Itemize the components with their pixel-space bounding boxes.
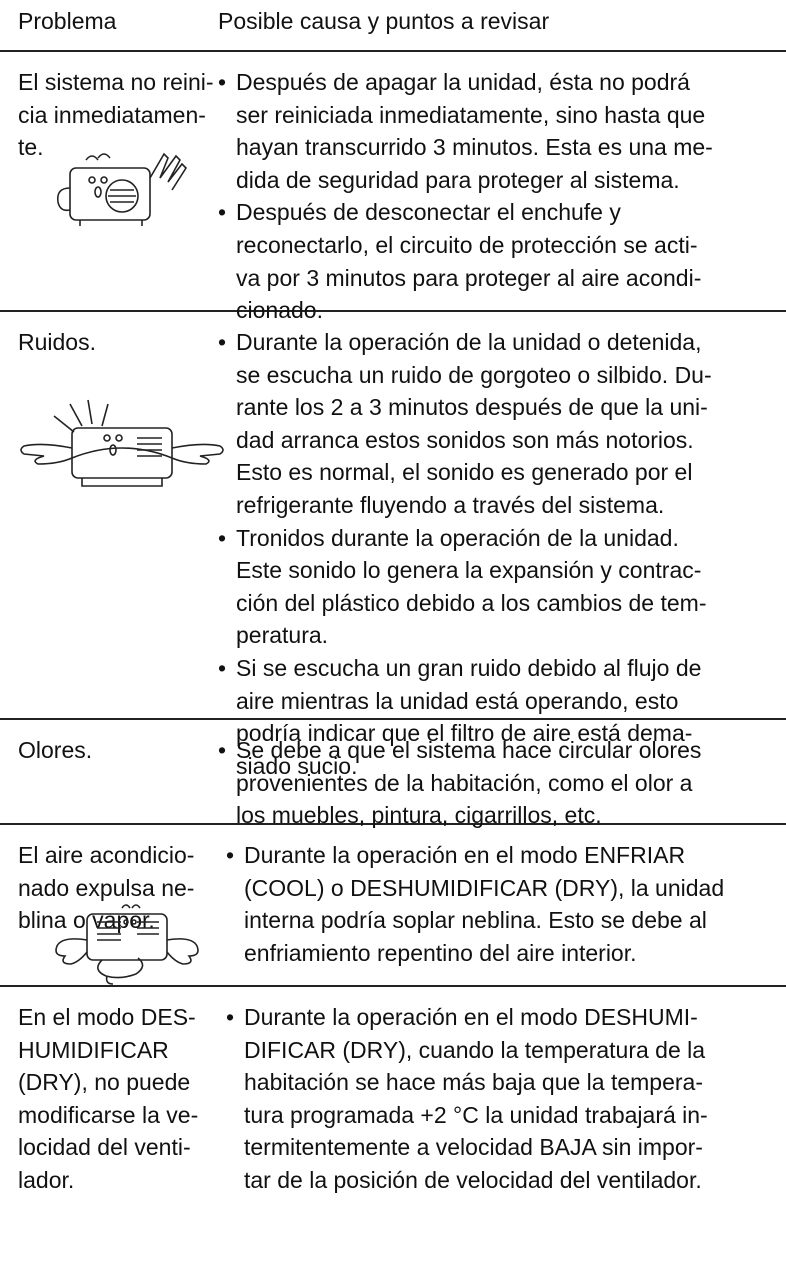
table-row: Olores. Se debe a que el sistema hace cir… <box>0 720 786 828</box>
cause-bullet: Se debe a que el sistema hace circular o… <box>218 734 701 832</box>
problem-cell: Olores. <box>18 734 92 767</box>
cause-line: peratura. <box>236 622 329 649</box>
cause-line: Si se escucha un gran ruido debido al fl… <box>236 654 702 681</box>
header-cause: Posible causa y puntos a revisar <box>218 8 550 34</box>
problem-line: Ruidos. <box>18 329 96 355</box>
table-row: El aire acondicio-nado expulsa ne-blina … <box>0 825 786 987</box>
problem-line: HUMIDIFICAR <box>18 1036 169 1063</box>
cause-line: rante los 2 a 3 minutos después de que l… <box>236 394 708 421</box>
cause-line: refrigerante fluyendo a través del siste… <box>236 491 665 518</box>
problem-line: El sistema no reini- <box>18 69 214 95</box>
problem-line: locidad del venti- <box>18 1134 191 1161</box>
cause-bullet: Durante la operación en el modo DESHUMI-… <box>226 1001 708 1197</box>
cause-line: va por 3 minutos para proteger al aire a… <box>236 264 702 291</box>
cause-cell: Después de apagar la unidad, ésta no pod… <box>218 66 713 327</box>
cause-cell: Durante la operación en el modo ENFRIAR (… <box>226 839 724 969</box>
cause-bullet: Durante la operación en el modo ENFRIAR (… <box>226 839 724 969</box>
problem-line: modificarse la ve- <box>18 1101 199 1128</box>
cause-line: Este sonido lo genera la expansión y con… <box>236 557 702 584</box>
cause-line: termitentemente a velocidad BAJA sin imp… <box>244 1134 703 1161</box>
cause-bullet: Durante la operación de la unidad o dete… <box>218 326 712 522</box>
cause-line: tar de la posición de velocidad del vent… <box>244 1166 702 1193</box>
table-row: En el modo DES- HUMIDIFICAR (DRY), no pued… <box>0 987 786 1264</box>
cause-cell: Durante la operación en el modo DESHUMI-… <box>226 1001 708 1197</box>
cause-bullet: Después de apagar la unidad, ésta no pod… <box>218 66 713 196</box>
cause-line: interna podría soplar neblina. Esto se d… <box>244 907 707 934</box>
cause-line: Tronidos durante la operación de la unid… <box>236 524 679 551</box>
cause-cell: Durante la operación de la unidad o dete… <box>218 326 712 782</box>
problem-cell: Ruidos. <box>18 326 96 359</box>
problem-cell: El sistema no reini-cia inmediatamen-te. <box>18 66 214 164</box>
cause-line: aire mientras la unidad está operando, e… <box>236 687 679 714</box>
cause-line: enfriamiento repentino del aire interior… <box>244 939 637 966</box>
illustration <box>20 399 224 487</box>
cause-line: Se debe a que el sistema hace circular o… <box>236 737 702 763</box>
problem-line: te. <box>18 134 44 161</box>
cause-line: reconectarlo, el circuito de protección … <box>236 231 698 258</box>
problem-line: (DRY), no puede <box>18 1069 191 1096</box>
problem-line: En el modo DES- <box>18 1004 196 1030</box>
cause-bullet: Después de desconectar el enchufe y recon… <box>218 196 713 326</box>
cause-line: dida de seguridad para proteger al siste… <box>236 166 680 193</box>
problem-cell: En el modo DES- HUMIDIFICAR (DRY), no pued… <box>18 1001 198 1197</box>
problem-line: El aire acondicio- <box>18 842 195 868</box>
cause-line: cionado. <box>236 297 323 324</box>
cause-line: Después de apagar la unidad, ésta no pod… <box>236 69 690 95</box>
cause-line: Durante la operación en el modo DESHUMI- <box>244 1004 698 1030</box>
cause-cell: Se debe a que el sistema hace circular o… <box>218 734 701 832</box>
header-problem: Problema <box>18 8 117 34</box>
cause-line: Después de desconectar el enchufe y <box>236 199 621 226</box>
problem-line: cia inmediatamen- <box>18 101 206 128</box>
table-header: Problema Posible causa y puntos a revisa… <box>0 0 786 52</box>
table-row: Ruidos. Durante la operación de la unidad… <box>0 312 786 779</box>
illustration <box>55 904 199 985</box>
cause-line: Esto es normal, el sonido es generado po… <box>236 459 693 486</box>
problem-line: nado expulsa ne- <box>18 874 195 901</box>
cause-line: ción del plástico debido a los cambios d… <box>236 589 707 616</box>
table-row: El sistema no reini-cia inmediatamen-te.… <box>0 52 786 323</box>
cause-line: habitación se hace más baja que la tempe… <box>244 1069 704 1096</box>
cause-line: ser reiniciada inmediatamente, sino hast… <box>236 101 706 128</box>
cause-line: Durante la operación en el modo ENFRIAR <box>244 842 686 868</box>
cause-line: se escucha un ruido de gorgoteo o silbid… <box>236 361 712 388</box>
cause-line: Durante la operación de la unidad o dete… <box>236 329 702 355</box>
cause-line: tura programada +2 °C la unidad trabajar… <box>244 1101 708 1128</box>
problem-line: lador. <box>18 1166 75 1193</box>
cause-line: hayan transcurrido 3 minutos. Esta es un… <box>236 134 713 161</box>
cause-line: provenientes de la habitación, como el o… <box>236 769 693 796</box>
cause-line: los muebles, pintura, cigarrillos, etc. <box>236 802 602 829</box>
cause-line: (COOL) o DESHUMIDIFICAR (DRY), la unidad <box>244 874 725 901</box>
cause-line: DIFICAR (DRY), cuando la temperatura de … <box>244 1036 706 1063</box>
illustration <box>56 152 188 226</box>
cause-bullet: Tronidos durante la operación de la unid… <box>218 522 712 652</box>
problem-line: Olores. <box>18 737 93 763</box>
cause-line: dad arranca estos sonidos son más notori… <box>236 426 694 453</box>
